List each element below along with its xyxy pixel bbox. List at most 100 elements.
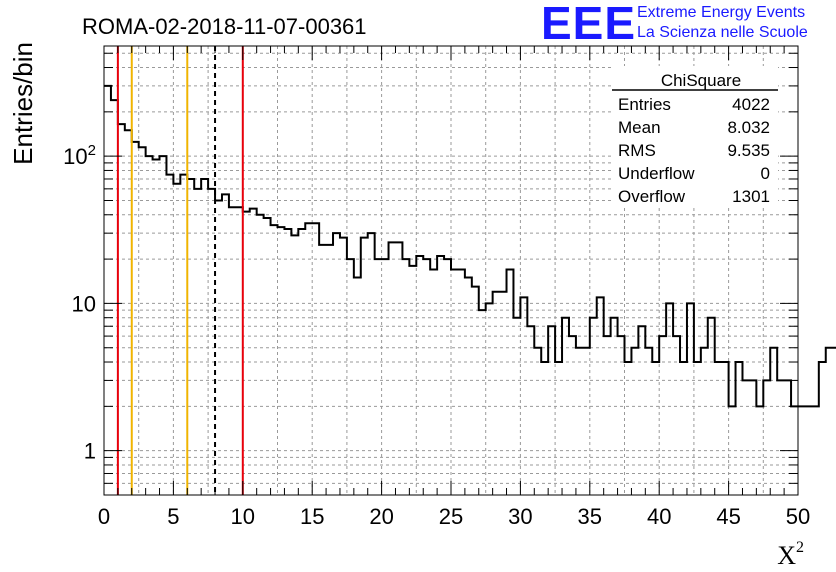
histogram-bin	[395, 242, 402, 495]
chart-title: ROMA-02-2018-11-07-00361	[82, 14, 367, 39]
histogram-bin	[326, 245, 333, 495]
histogram-bin	[618, 336, 625, 495]
histogram-bin	[166, 175, 173, 495]
histogram-bin	[458, 269, 465, 495]
histogram-bin	[333, 233, 340, 495]
histogram-bin	[486, 303, 493, 495]
histogram-bin	[569, 336, 576, 495]
histogram-bin	[451, 269, 458, 495]
histogram-line	[104, 84, 836, 408]
stats-label: Entries	[618, 95, 671, 114]
histogram-bin	[361, 238, 368, 495]
stats-value: 8.032	[727, 118, 770, 137]
histogram-bin	[472, 287, 479, 495]
histogram-bin	[555, 362, 562, 495]
histogram-bin	[784, 380, 791, 495]
stats-value: 4022	[732, 95, 770, 114]
x-tick-label: 50	[786, 504, 810, 529]
histogram-bin	[208, 189, 215, 495]
histogram-bin	[465, 277, 472, 495]
histogram-bin	[493, 292, 500, 495]
histogram-bin	[520, 297, 527, 495]
histogram-bin	[437, 256, 444, 495]
histogram-bin	[812, 406, 819, 495]
histogram-bin	[319, 245, 326, 495]
histogram-bin	[402, 259, 409, 495]
histogram-bin	[507, 269, 514, 495]
histogram-bin	[368, 233, 375, 495]
histogram-bin	[541, 362, 548, 495]
histogram-bin	[715, 362, 722, 495]
histogram-bin	[756, 406, 763, 495]
histogram-bin	[160, 156, 167, 495]
histogram-bin	[652, 362, 659, 495]
axis-ticks	[103, 46, 799, 495]
histogram-bin	[271, 225, 278, 495]
histogram-bin	[284, 229, 291, 495]
x-tick-label: 45	[716, 504, 740, 529]
histogram-bin	[638, 326, 645, 495]
histogram-bin	[562, 318, 569, 495]
histogram-bin	[597, 297, 604, 495]
stats-value: 9.535	[727, 141, 770, 160]
histogram-bin	[798, 406, 805, 495]
histogram-bin	[742, 380, 749, 495]
stats-label: Overflow	[618, 187, 686, 206]
histogram-bin	[187, 179, 194, 495]
histogram-bin	[631, 348, 638, 495]
x-tick-label: 40	[647, 504, 671, 529]
histogram-bin	[305, 223, 312, 495]
y-tick-label: 1	[84, 439, 96, 464]
y-tick-label: 10	[72, 291, 96, 316]
eee-logo: EEE	[541, 0, 637, 49]
logo-line-1: Extreme Energy Events	[637, 4, 806, 21]
histogram-bin	[382, 259, 389, 495]
stats-title: ChiSquare	[661, 71, 741, 90]
histogram-bin	[513, 318, 520, 495]
histogram-bin	[722, 362, 729, 495]
histogram-bin	[749, 380, 756, 495]
histogram-bin	[416, 256, 423, 495]
histogram-bars	[104, 84, 836, 495]
histogram-bin	[153, 159, 160, 495]
histogram-bin	[777, 380, 784, 495]
histogram-bin	[236, 207, 243, 495]
histogram-bin	[680, 362, 687, 495]
histogram-bin	[590, 318, 597, 495]
histogram-bin	[229, 207, 236, 495]
histogram-bin	[770, 348, 777, 495]
histogram-bin	[104, 86, 111, 495]
histogram-bin	[736, 362, 743, 495]
x-tick-label: 15	[300, 504, 324, 529]
histogram-bin	[763, 380, 770, 495]
histogram-bin	[118, 124, 125, 495]
stats-value: 1301	[732, 187, 770, 206]
x-axis-label: X2	[777, 539, 804, 570]
histogram-bin	[264, 218, 271, 495]
histogram-bin	[673, 336, 680, 495]
histogram-bin	[340, 238, 347, 495]
histogram-bin	[409, 266, 416, 495]
x-tick-label: 25	[439, 504, 463, 529]
histogram-bin	[375, 259, 382, 495]
x-tick-label: 35	[578, 504, 602, 529]
histogram-bin	[278, 227, 285, 495]
x-tick-label: 5	[167, 504, 179, 529]
y-tick-labels: 1 10 102	[63, 142, 96, 464]
histogram-bin	[548, 326, 555, 495]
x-tick-label: 0	[98, 504, 110, 529]
histogram-bin	[708, 318, 715, 495]
stats-value: 0	[761, 164, 770, 183]
histogram-bin	[694, 362, 701, 495]
histogram-bin	[819, 362, 826, 495]
histogram-bin	[111, 100, 118, 495]
histogram-bin	[583, 348, 590, 495]
histogram-bin	[139, 147, 146, 495]
y-tick-label: 102	[63, 142, 96, 169]
histogram-bin	[701, 348, 708, 495]
x-tick-label: 30	[508, 504, 532, 529]
histogram-bin	[347, 259, 354, 495]
marker-lines	[116, 46, 244, 495]
histogram-bin	[534, 348, 541, 495]
